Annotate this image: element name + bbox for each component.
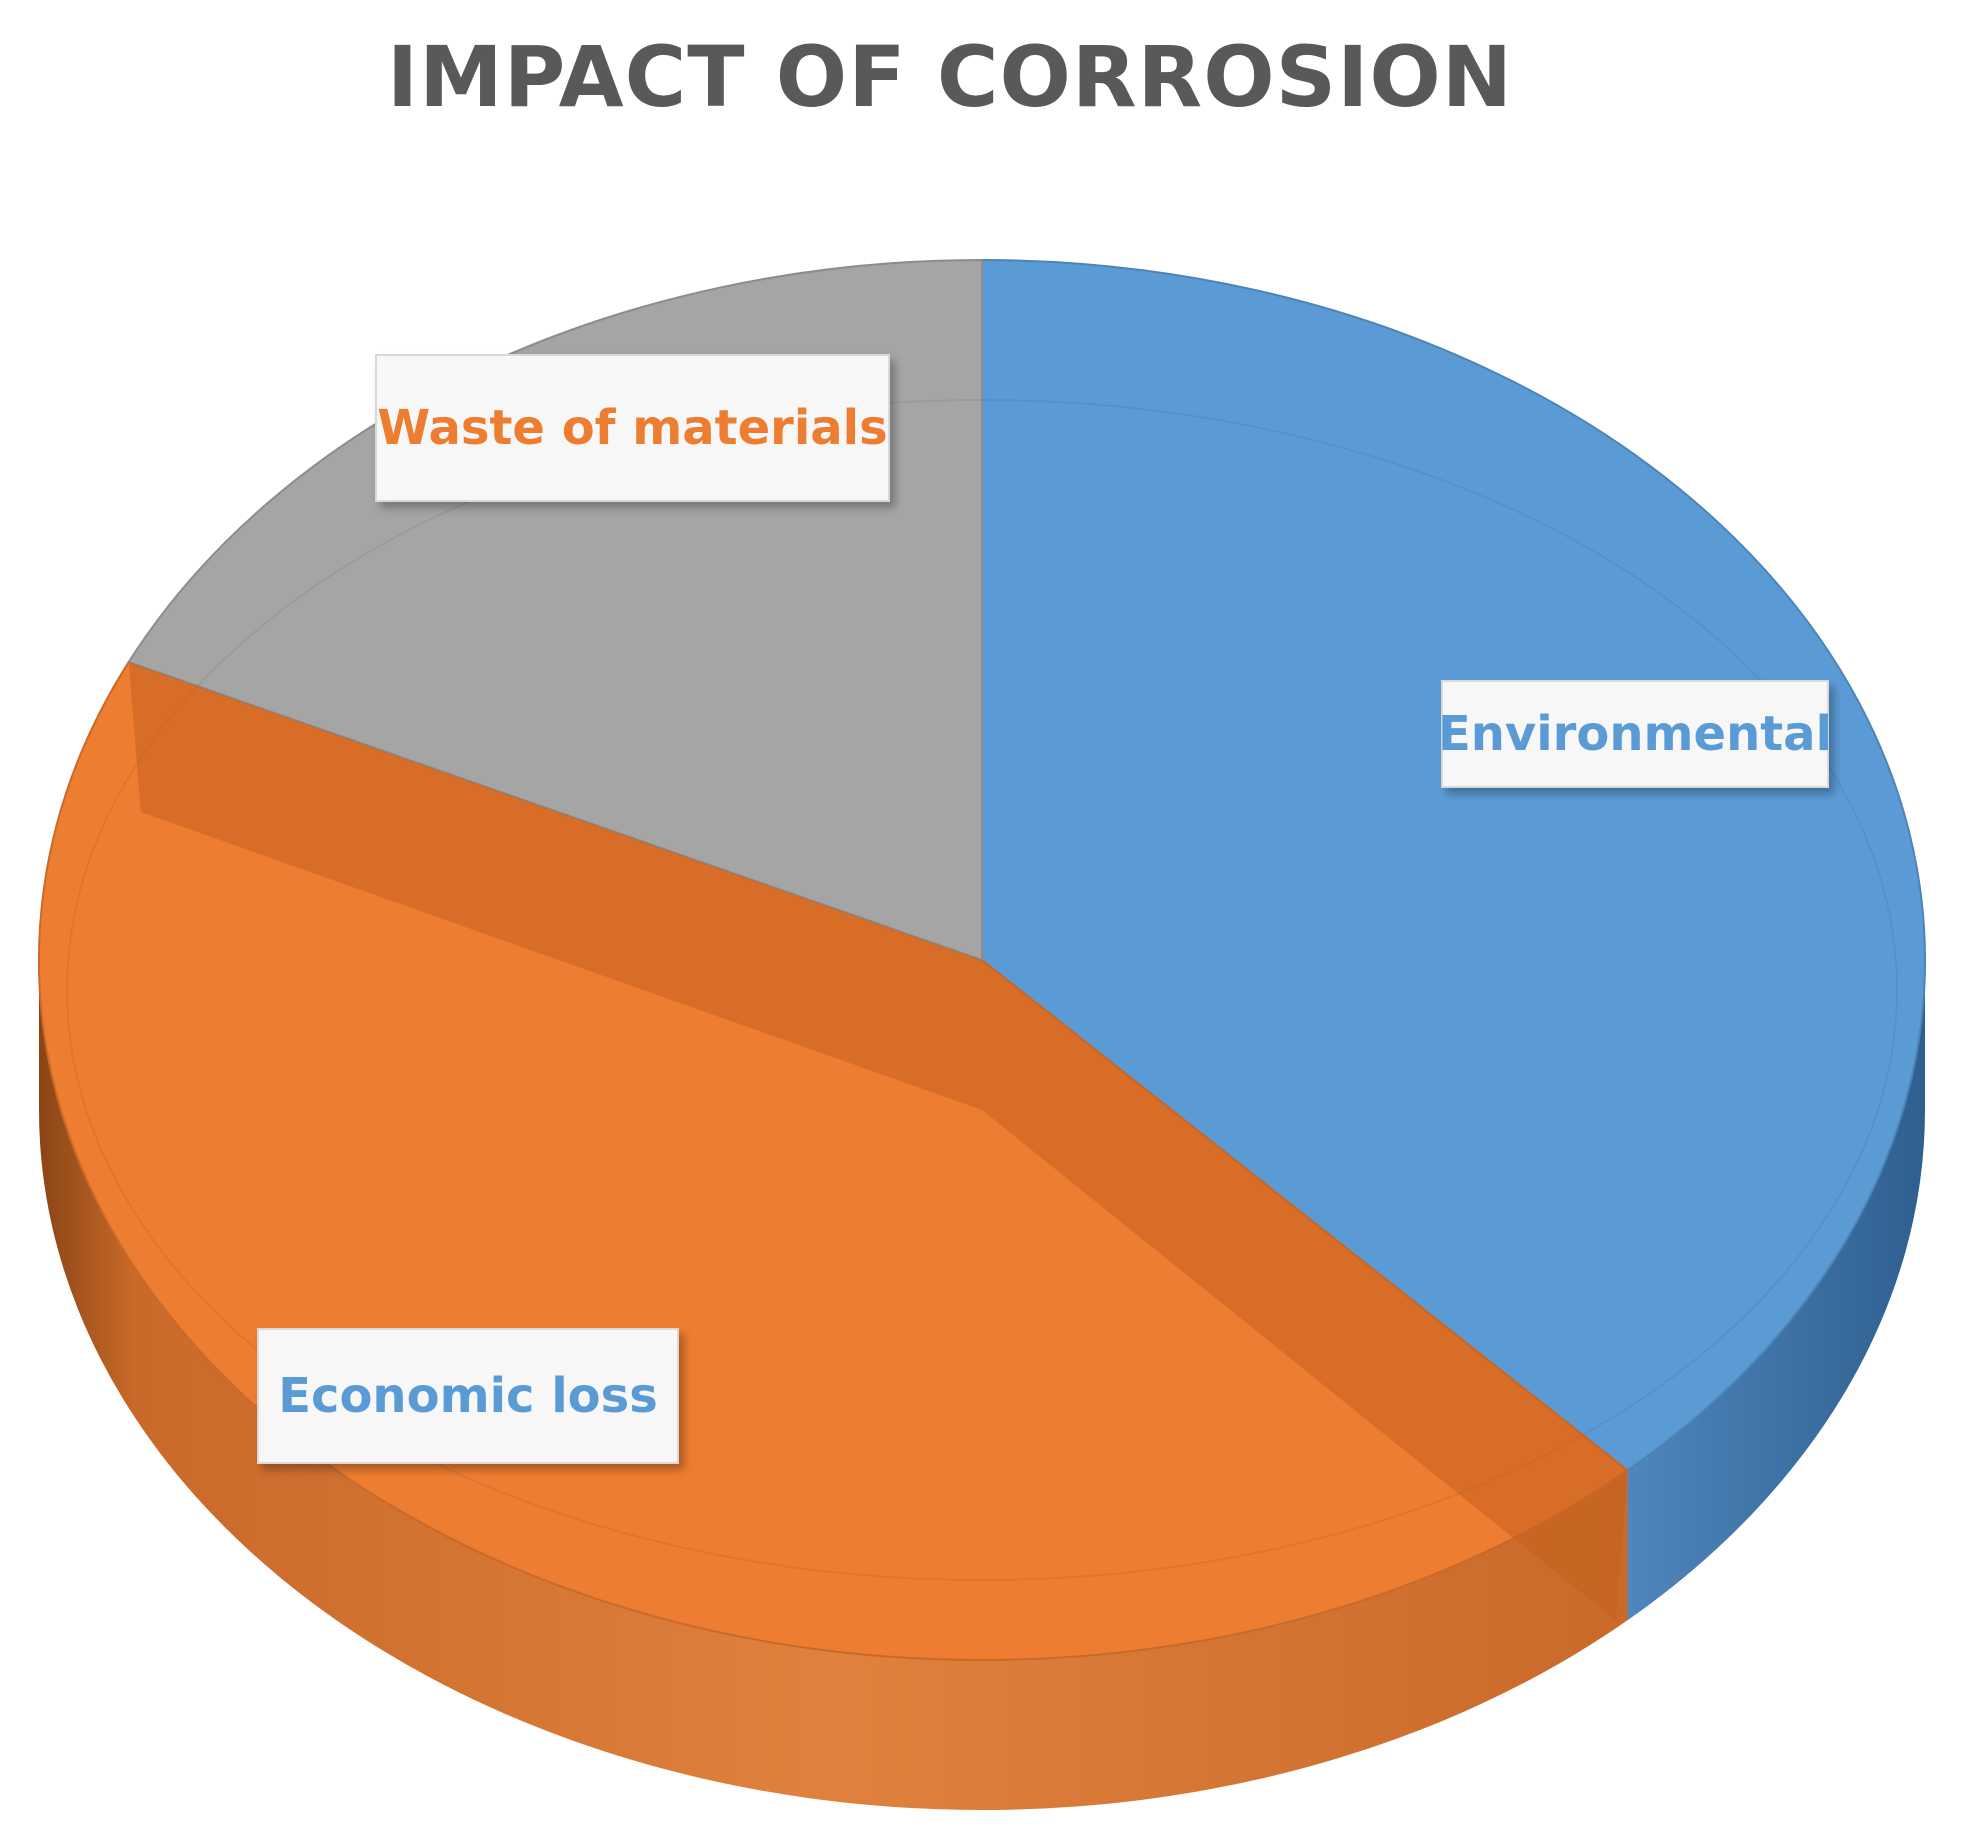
data-label-environmental: Environmental bbox=[1438, 680, 1832, 788]
side-economic-loss bbox=[39, 960, 1628, 1810]
pie-inner-highlight bbox=[66, 399, 1898, 1581]
inner-wall-economic-loss-left bbox=[128, 661, 982, 1110]
inner-wall-economic-loss-right bbox=[982, 960, 1628, 1621]
slice-environmental bbox=[981, 258, 1927, 1472]
data-label-economic-loss: Economic loss bbox=[257, 1328, 679, 1464]
data-label-waste-of-materials: Waste of materials bbox=[375, 354, 890, 502]
chart-title: IMPACT OF CORROSION bbox=[386, 28, 1514, 126]
pie-inner-walls bbox=[128, 661, 1628, 1621]
side-environmental bbox=[1627, 960, 1925, 1621]
pie-side-walls bbox=[39, 960, 1925, 1810]
